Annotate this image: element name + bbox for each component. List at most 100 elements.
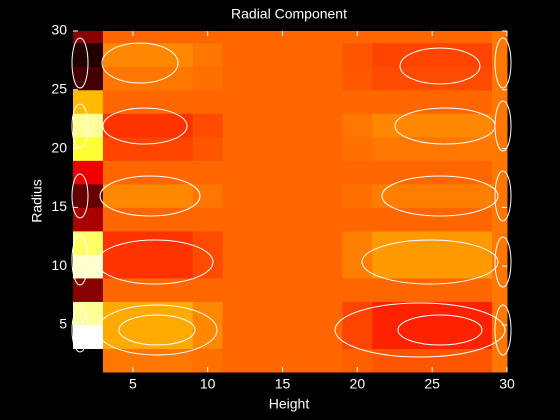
x-tick-label: 25 (424, 376, 440, 392)
heatmap-cell (462, 254, 493, 279)
heatmap-cell (462, 277, 493, 302)
heatmap-cell (282, 277, 313, 302)
heatmap-cell (252, 66, 284, 91)
heatmap-cell (342, 113, 373, 138)
heatmap-cell (102, 324, 134, 349)
heatmap-cell (402, 207, 433, 232)
heatmap-cell (102, 183, 134, 208)
contour-line (71, 173, 89, 219)
contour-line (397, 314, 483, 346)
heatmap-cell (132, 113, 164, 138)
heatmap-cell (372, 42, 403, 67)
heatmap-cell (222, 324, 254, 349)
heatmap-cell (282, 113, 313, 138)
heatmap-cell (372, 207, 403, 232)
heatmap-cell (462, 230, 493, 255)
heatmap-cell (222, 31, 254, 44)
heatmap-cell (192, 301, 224, 326)
contour-line (75, 317, 85, 343)
heatmap-cell (192, 136, 224, 161)
contour-line (101, 42, 179, 84)
heatmap-cell (162, 348, 194, 373)
x-axis-label: Height (269, 396, 310, 412)
heatmap-cell (222, 66, 254, 91)
heatmap-cell (312, 348, 343, 373)
x-tick-label: 10 (200, 376, 216, 392)
heatmap-cell (252, 136, 284, 161)
heatmap-cell (432, 254, 463, 279)
heatmap-cell (222, 136, 254, 161)
y-tick-label: 30 (51, 22, 67, 38)
heatmap-cell (252, 301, 284, 326)
heatmap-cell (132, 66, 164, 91)
heatmap-cell (252, 254, 284, 279)
heatmap-cell (432, 160, 463, 185)
heatmap-cell (372, 31, 403, 44)
heatmap-cell (462, 31, 493, 44)
heatmap-cell (402, 254, 433, 279)
heatmap-cell (282, 324, 313, 349)
y-tick-label: 10 (51, 257, 67, 273)
contour-line (494, 170, 512, 222)
heatmap-cell (432, 31, 463, 44)
heatmap-cell (402, 113, 433, 138)
heatmap-cell (342, 42, 373, 67)
contour-line (399, 47, 481, 85)
heatmap-cell (73, 277, 104, 302)
heatmap-cell (73, 348, 104, 373)
x-tick-label: 15 (275, 376, 291, 392)
heatmap-cell (342, 136, 373, 161)
heatmap-cell (102, 31, 134, 44)
heatmap-cell (192, 113, 224, 138)
heatmap-cell (372, 277, 403, 302)
heatmap-cell (282, 348, 313, 373)
heatmap-cell (402, 324, 433, 349)
heatmap-cell (252, 230, 284, 255)
heatmap-cell (432, 348, 463, 373)
heatmap-cell (312, 136, 343, 161)
contour-line (361, 239, 499, 285)
heatmap-cell (192, 89, 224, 114)
x-tick-label: 30 (499, 376, 515, 392)
contour-line (494, 304, 512, 356)
heatmap-cell (222, 42, 254, 67)
heatmap-cell (462, 136, 493, 161)
contour-line (71, 103, 89, 149)
contour-line (96, 239, 214, 285)
heatmap-cell (282, 160, 313, 185)
heatmap-cell (222, 207, 254, 232)
heatmap-cell (252, 31, 284, 44)
heatmap-cell (132, 348, 164, 373)
heatmap-cell (132, 42, 164, 67)
heatmap-cell (192, 183, 224, 208)
heatmap-cell (73, 136, 104, 161)
heatmap-cell (372, 89, 403, 114)
heatmap-cell (312, 254, 343, 279)
heatmap-cell (312, 230, 343, 255)
contour-line (71, 307, 89, 353)
heatmap-cell (132, 207, 164, 232)
heatmap-cell (132, 31, 164, 44)
contour-line (381, 175, 499, 217)
heatmap-cell (312, 113, 343, 138)
y-tick-label: 20 (51, 139, 67, 155)
heatmap-cell (162, 254, 194, 279)
heatmap-cell (252, 277, 284, 302)
heatmap-cell (102, 230, 134, 255)
heatmap-cell (162, 160, 194, 185)
heatmap-cell (342, 277, 373, 302)
heatmap-cell (222, 348, 254, 373)
heatmap-cell (132, 136, 164, 161)
y-tick-label: 5 (59, 316, 67, 332)
heatmap-cell (162, 277, 194, 302)
heatmap-cell (312, 207, 343, 232)
heatmap-cell (192, 207, 224, 232)
heatmap-cell (342, 89, 373, 114)
heatmap-cell (162, 207, 194, 232)
heatmap-cell (252, 160, 284, 185)
heatmap-cell (282, 254, 313, 279)
heatmap-cell (162, 89, 194, 114)
heatmap-cell (73, 31, 104, 44)
heatmap-cell (432, 66, 463, 91)
